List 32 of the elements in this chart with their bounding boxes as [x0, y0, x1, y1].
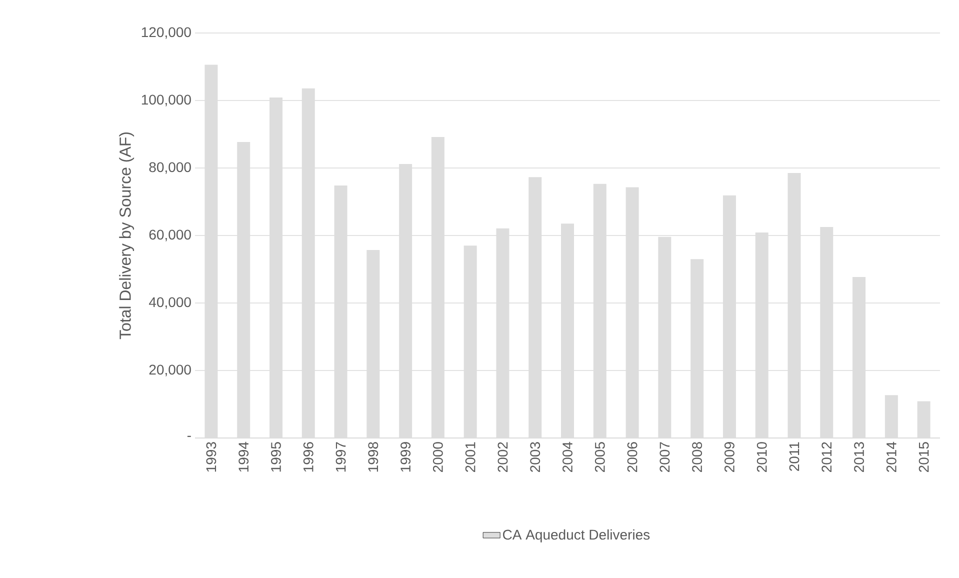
- x-tick-label: 1995: [271, 442, 281, 472]
- y-tick-label: 60,000: [149, 230, 191, 242]
- x-tick-label: 2008: [692, 442, 702, 472]
- x-tick-label: 2000: [432, 442, 443, 472]
- y-axis-title: Total Delivery by Source (AF): [119, 132, 134, 340]
- x-tick-label: 1998: [368, 442, 378, 472]
- x-tick-label: 2011: [789, 442, 800, 471]
- x-tick-label: 1996: [303, 442, 314, 472]
- x-tick-label: 2001: [465, 442, 476, 472]
- x-tick-label: 2015: [918, 442, 929, 472]
- y-tick-label: -: [187, 436, 191, 437]
- x-tick-label: 2009: [724, 442, 734, 472]
- y-tick-label: 80,000: [149, 162, 191, 174]
- y-tick-label: 40,000: [148, 297, 191, 309]
- x-tick-label: 2007: [660, 442, 670, 472]
- y-tick-label: 100,000: [142, 94, 191, 106]
- x-tick-label: 2004: [562, 442, 572, 472]
- x-tick-label: 1999: [400, 442, 411, 472]
- x-tick-label: 1993: [206, 442, 216, 472]
- x-tick-label: 2005: [594, 442, 605, 472]
- y-tick-label: 120,000: [142, 27, 191, 39]
- x-tick-label: 2012: [822, 442, 832, 472]
- x-tick-label: 2006: [627, 442, 638, 472]
- y-tick-label: 20,000: [149, 364, 191, 376]
- x-tick-label: 1994: [238, 442, 249, 472]
- x-tick-label: 2002: [498, 442, 508, 472]
- x-tick-label: 2010: [756, 442, 767, 472]
- legend-label: CA Aqueduct Deliveries: [503, 529, 650, 542]
- x-tick-label: 1997: [336, 442, 346, 472]
- x-tick-label: 2013: [854, 442, 864, 472]
- x-tick-label: 2003: [530, 442, 540, 472]
- x-tick-label: 2014: [886, 442, 896, 472]
